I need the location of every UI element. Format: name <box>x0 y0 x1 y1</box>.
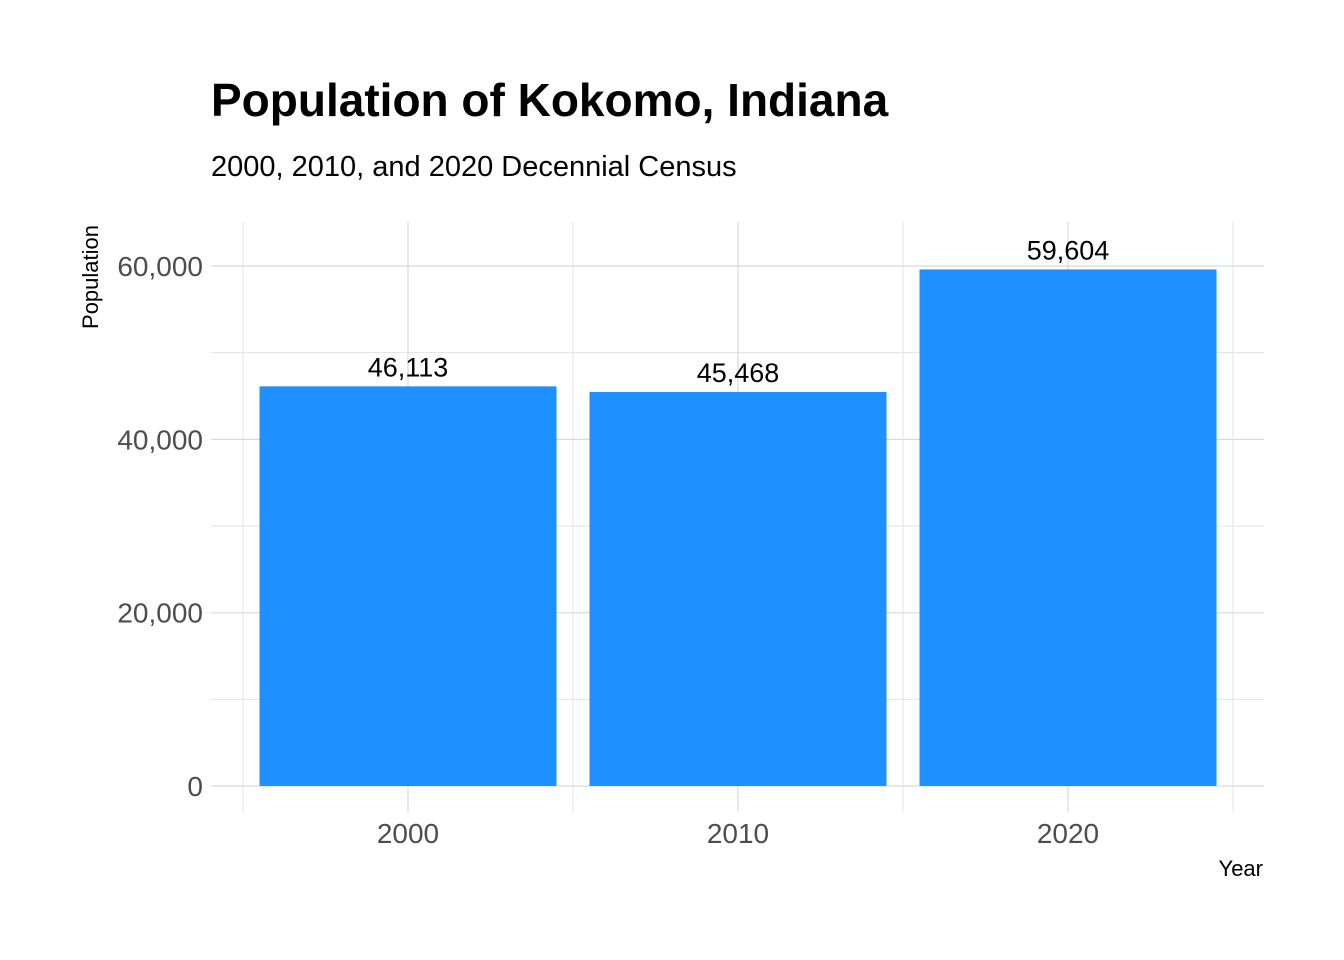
bar <box>919 269 1217 787</box>
axes: 0 20,000 40,000 60,000 2000 2010 2020 <box>117 251 1099 849</box>
bars <box>259 269 1217 787</box>
x-axis-title: Year <box>1219 856 1263 881</box>
y-tick-label: 0 <box>187 771 203 802</box>
x-tick-label: 2010 <box>707 818 769 849</box>
chart-title: Population of Kokomo, Indiana <box>211 74 889 126</box>
x-tick-label: 2000 <box>377 818 439 849</box>
data-labels: 46,113 45,468 59,604 <box>368 235 1110 388</box>
y-tick-label: 60,000 <box>117 251 203 282</box>
y-axis-title: Population <box>78 225 103 329</box>
bar <box>259 386 557 786</box>
y-tick-label: 40,000 <box>117 424 203 455</box>
bar <box>589 391 887 786</box>
data-label: 59,604 <box>1027 235 1110 265</box>
data-label: 46,113 <box>368 352 449 382</box>
chart-subtitle: 2000, 2010, and 2020 Decennial Census <box>211 151 737 183</box>
x-tick-label: 2020 <box>1037 818 1099 849</box>
data-label: 45,468 <box>697 358 780 388</box>
y-tick-label: 20,000 <box>117 598 203 629</box>
